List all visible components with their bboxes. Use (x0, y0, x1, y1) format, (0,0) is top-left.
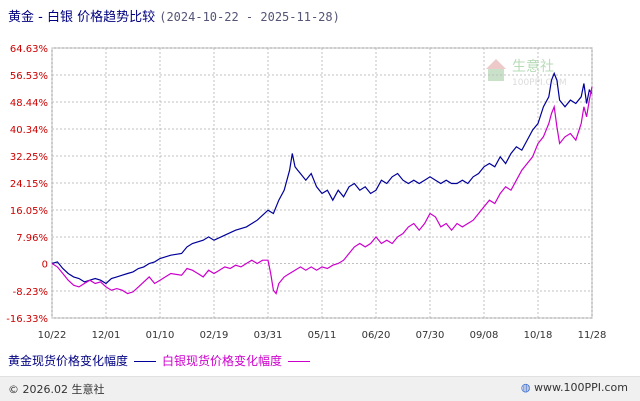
x-tick-label: 12/01 (92, 330, 121, 341)
x-axis: 10/22 12/01 01/10 02/19 03/31 05/11 06/20 07/30… (38, 330, 607, 341)
x-tick-label: 09/08 (470, 330, 499, 341)
y-tick-label: 7.96% (16, 233, 48, 244)
globe-icon: ◍ (520, 381, 531, 394)
legend-label: 白银现货价格变化幅度 (162, 354, 283, 368)
x-tick-label: 07/30 (416, 330, 445, 341)
title-text: 黄金 - 白银 价格趋势比较 (8, 10, 156, 25)
watermark-url: 100PPI.COM (512, 78, 567, 88)
copyright: © 2026.02 生意社 (8, 383, 105, 396)
x-tick-label: 01/10 (146, 330, 175, 341)
x-tick-label: 11/28 (578, 330, 607, 341)
legend-swatch (134, 361, 157, 362)
x-tick-label: 10/18 (524, 330, 553, 341)
site-url: www.100PPI.com (534, 381, 628, 394)
series-line-gold (51, 71, 593, 285)
grid-lines (51, 47, 593, 319)
y-tick-label: 56.53% (10, 71, 48, 82)
y-tick-label: 16.05% (10, 206, 48, 217)
y-tick-label: -16.33% (6, 314, 48, 325)
y-tick-label: -8.23% (13, 287, 48, 298)
x-tick-label: 02/19 (200, 330, 229, 341)
series-line-silver (51, 86, 593, 295)
x-tick-label: 10/22 (38, 330, 67, 341)
x-tick-label: 05/11 (308, 330, 337, 341)
legend-label: 黄金现货价格变化幅度 (8, 354, 129, 368)
legend-item-gold: 黄金现货价格变化幅度 (8, 352, 157, 369)
site-link[interactable]: ◍ www.100PPI.com (521, 381, 628, 394)
legend: 黄金现货价格变化幅度 白银现货价格变化幅度 (8, 352, 316, 369)
series-lines (51, 71, 593, 295)
y-axis: 64.63% 56.53% 48.44% 40.34% 32.25% 24.15% 16.0… (6, 44, 48, 325)
chart-title: 黄金 - 白银 价格趋势比较 (2024-10-22 - 2025-11-28) (8, 6, 340, 25)
date-range: (2024-10-22 - 2025-11-28) (159, 10, 340, 24)
y-tick-label: 48.44% (10, 98, 48, 109)
legend-item-silver: 白银现货价格变化幅度 (162, 352, 311, 369)
line-chart: 64.63% 56.53% 48.44% 40.34% 32.25% 24.15% 16.0… (6, 44, 607, 341)
y-tick-label: 0 (42, 260, 48, 271)
legend-swatch (288, 361, 311, 362)
y-tick-label: 64.63% (10, 44, 48, 55)
footer: © 2026.02 生意社 ◍ www.100PPI.com (0, 376, 640, 401)
y-tick-label: 40.34% (10, 125, 48, 136)
watermark-brand: 生意社 (512, 58, 554, 75)
y-tick-label: 32.25% (10, 152, 48, 163)
y-tick-label: 24.15% (10, 179, 48, 190)
x-tick-label: 06/20 (362, 330, 391, 341)
x-tick-label: 03/31 (254, 330, 283, 341)
